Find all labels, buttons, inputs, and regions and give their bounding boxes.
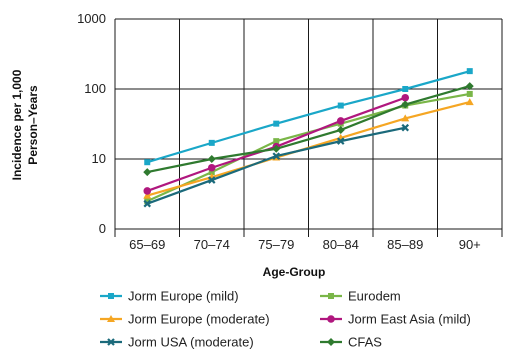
legend-label: Jorm USA (moderate) — [128, 335, 254, 350]
legend-item: Jorm USA (moderate) — [100, 335, 254, 350]
legend-swatch-marker — [107, 315, 115, 322]
data-point — [143, 187, 152, 195]
data-point — [273, 138, 280, 145]
legend-item: Jorm Europe (moderate) — [100, 312, 270, 327]
y-axis-title-line-2: Person–Years — [26, 85, 40, 165]
y-tick-label: 1000 — [77, 11, 106, 26]
data-point — [143, 168, 152, 177]
y-tick-label: 0 — [99, 221, 106, 236]
data-point — [465, 98, 474, 106]
legend-label: CFAS — [348, 335, 382, 350]
legend-item: Jorm East Asia (mild) — [320, 312, 471, 327]
y-tick-label: 100 — [84, 81, 106, 96]
legend-label: Eurodem — [348, 289, 401, 304]
series-jorm-europe-mild — [144, 68, 473, 166]
legend-label: Jorm Europe (mild) — [128, 289, 239, 304]
legend-item: CFAS — [320, 335, 382, 350]
legend-label: Jorm Europe (moderate) — [128, 312, 270, 327]
data-point — [336, 125, 345, 134]
y-axis-title-line-1: Incidence per 1,000 — [10, 69, 24, 180]
data-point — [401, 100, 410, 109]
data-point — [465, 82, 474, 91]
x-axis-title: Age-Group — [263, 265, 326, 279]
data-point — [273, 120, 280, 127]
data-point — [207, 163, 216, 172]
series-cfas — [143, 82, 474, 177]
legend-item: Eurodem — [320, 289, 401, 304]
data-point — [272, 152, 281, 160]
data-point — [144, 159, 151, 166]
data-point — [401, 93, 410, 102]
data-point — [208, 139, 215, 146]
data-point — [337, 102, 344, 109]
series-line — [146, 70, 471, 164]
data-point — [466, 68, 473, 75]
series-lines — [143, 68, 474, 208]
data-point — [143, 191, 152, 199]
legend: Jorm Europe (mild) Eurodem Jorm Europe (mo… — [100, 289, 471, 350]
data-point — [336, 137, 345, 145]
y-axis-tick-labels: 0 10 100 1000 — [77, 11, 106, 236]
legend-item: Jorm Europe (mild) — [100, 289, 239, 304]
data-point — [207, 155, 216, 163]
x-tick-label: 70–74 — [194, 237, 230, 252]
data-point — [336, 117, 345, 125]
grid-lines — [114, 18, 503, 237]
legend-swatch-marker — [327, 338, 335, 346]
y-tick-label: 10 — [92, 151, 106, 166]
x-tick-label: 65–69 — [129, 237, 165, 252]
legend-label: Jorm East Asia (mild) — [348, 312, 471, 327]
data-point — [272, 144, 281, 153]
data-point — [208, 169, 215, 176]
series-line — [147, 85, 471, 174]
x-tick-label: 80–84 — [323, 237, 359, 252]
x-axis-tick-labels: 65–69 70–74 75–79 80–84 85–89 90+ — [129, 237, 481, 252]
data-point — [402, 86, 409, 92]
data-point — [466, 90, 473, 97]
legend-swatch-marker — [108, 293, 114, 299]
series-jorm-usa-moderate — [143, 123, 410, 208]
data-point — [401, 123, 410, 132]
legend-swatch-marker — [327, 315, 335, 323]
data-point — [143, 199, 152, 208]
x-tick-label: 75–79 — [258, 237, 294, 252]
data-point — [144, 198, 151, 205]
data-point — [207, 176, 216, 184]
x-tick-label: 85–89 — [387, 237, 423, 252]
legend-swatch-marker — [328, 293, 334, 299]
data-point — [401, 114, 410, 122]
series-jorm-east-asia-mild — [143, 93, 410, 195]
series-line — [146, 92, 470, 203]
legend-swatch-marker — [107, 338, 115, 346]
x-tick-label: 90+ — [459, 237, 481, 252]
